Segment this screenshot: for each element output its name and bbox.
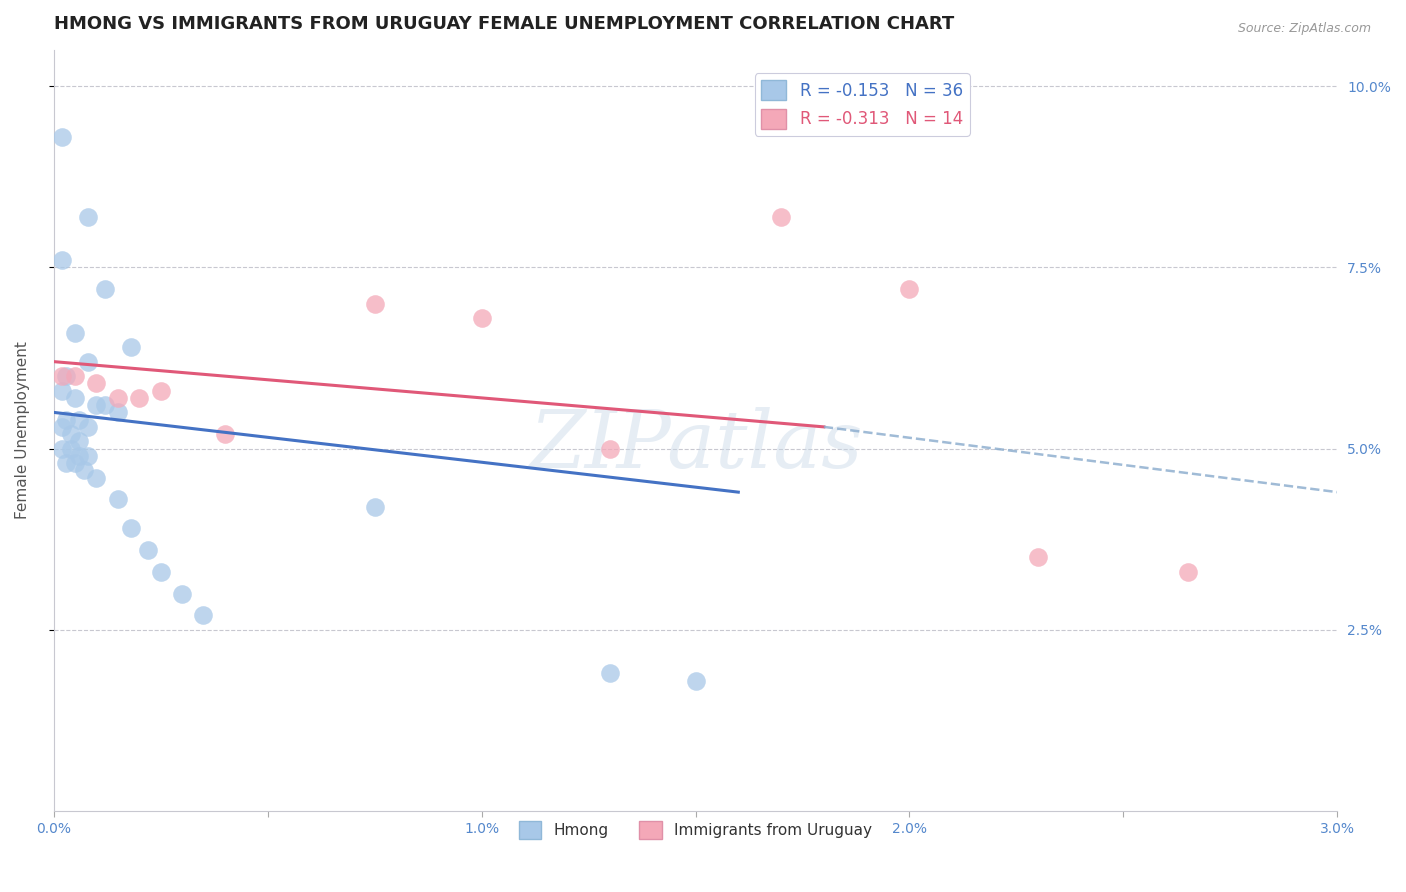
Point [120,521,142,535]
Point [63,326,86,340]
Point [59,427,82,442]
Point [86,376,108,391]
Point [67,449,90,463]
Point [51,129,73,144]
Point [1026,550,1049,565]
Point [51,420,73,434]
Point [51,253,73,268]
Point [63,391,86,405]
Point [363,500,385,514]
Point [67,412,90,426]
Point [86,470,108,484]
Point [63,456,86,470]
Point [51,384,73,398]
Point [59,442,82,456]
Point [51,442,73,456]
Text: Source: ZipAtlas.com: Source: ZipAtlas.com [1237,22,1371,36]
Point [599,442,621,456]
Point [170,587,193,601]
Point [76,420,98,434]
Point [86,398,108,412]
Point [94,282,117,296]
Legend: Hmong, Immigrants from Uruguay: Hmong, Immigrants from Uruguay [512,814,879,846]
Point [685,673,707,688]
Point [470,311,492,326]
Point [149,384,172,398]
Point [67,434,90,449]
Point [51,369,73,384]
Point [136,543,159,558]
Point [128,391,150,405]
Y-axis label: Female Unemployment: Female Unemployment [15,342,30,519]
Point [107,391,129,405]
Point [55,412,77,426]
Point [76,449,98,463]
Point [120,340,142,354]
Point [898,282,921,296]
Point [76,210,98,224]
Point [770,210,793,224]
Point [63,369,86,384]
Point [55,456,77,470]
Point [149,565,172,579]
Point [107,405,129,419]
Text: HMONG VS IMMIGRANTS FROM URUGUAY FEMALE UNEMPLOYMENT CORRELATION CHART: HMONG VS IMMIGRANTS FROM URUGUAY FEMALE … [53,15,953,33]
Point [193,608,215,623]
Point [72,463,94,477]
Point [94,398,117,412]
Point [55,369,77,384]
Point [214,427,236,442]
Text: ZIPatlas: ZIPatlas [529,407,862,484]
Point [363,296,385,310]
Point [76,354,98,368]
Point [599,666,621,681]
Point [107,492,129,507]
Point [1177,565,1199,579]
